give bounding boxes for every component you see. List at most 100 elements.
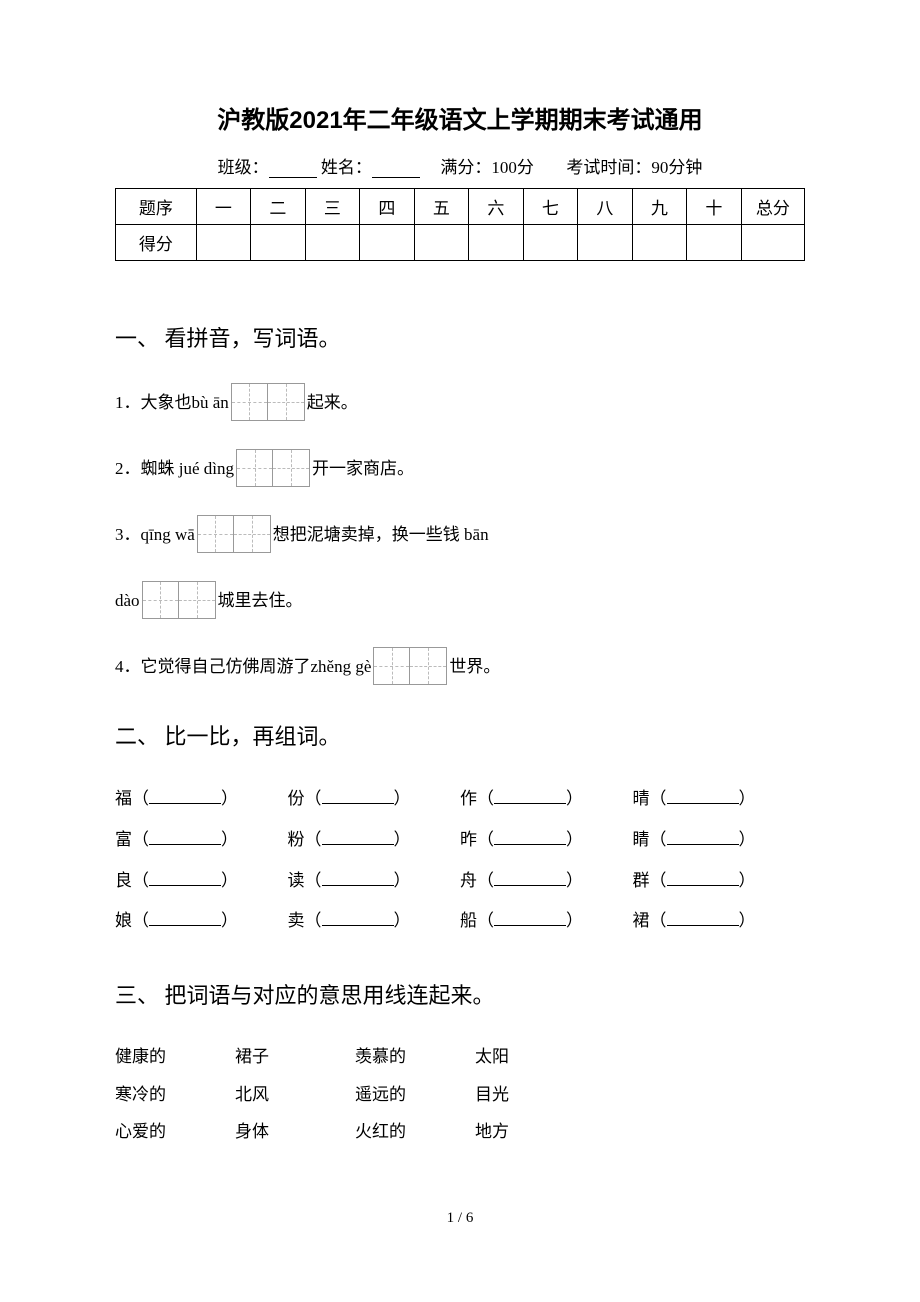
name-label: 姓名：	[321, 158, 372, 177]
answer-blank[interactable]	[322, 910, 394, 926]
char-boxes[interactable]	[236, 449, 310, 487]
match-row: 寒冷的 北风 遥远的 目光	[115, 1076, 805, 1113]
match-row: 健康的 裙子 羡慕的 太阳	[115, 1038, 805, 1075]
compare-cell: 群（）	[633, 861, 806, 902]
match-word: 寒冷的	[115, 1076, 235, 1113]
match-word: 羡慕的	[355, 1038, 475, 1075]
section-3-heading: 三、 把词语与对应的意思用线连起来。	[115, 978, 805, 1010]
answer-blank[interactable]	[322, 788, 394, 804]
score-cell[interactable]	[469, 225, 524, 261]
answer-blank[interactable]	[667, 829, 739, 845]
q4-post: 世界。	[449, 652, 500, 683]
char-boxes[interactable]	[197, 515, 271, 553]
answer-blank[interactable]	[322, 870, 394, 886]
compare-cell: 作（）	[460, 779, 633, 820]
col-1: 一	[196, 189, 251, 225]
question-3a: 3．qīng wā 想把泥塘卖掉，换一些钱 bān	[115, 513, 805, 551]
compare-cell: 裙（）	[633, 901, 806, 942]
compare-cell: 娘（）	[115, 901, 288, 942]
char-boxes[interactable]	[142, 581, 216, 619]
section-1: 一、 看拼音，写词语。 1．大象也bù ān 起来。 2．蜘蛛 jué dìng…	[115, 321, 805, 683]
answer-blank[interactable]	[149, 829, 221, 845]
match-word: 太阳	[475, 1038, 595, 1075]
name-blank[interactable]	[372, 160, 420, 178]
score-table-header-row: 题序 一 二 三 四 五 六 七 八 九 十 总分	[116, 189, 805, 225]
score-cell[interactable]	[305, 225, 360, 261]
score-cell[interactable]	[741, 225, 804, 261]
q1-post: 起来。	[307, 388, 358, 419]
score-cell[interactable]	[687, 225, 742, 261]
full-score-label: 满分：100分	[440, 158, 534, 177]
char-boxes[interactable]	[373, 647, 447, 685]
compare-row: 良（） 读（） 舟（） 群（）	[115, 861, 805, 902]
answer-blank[interactable]	[494, 788, 566, 804]
section-3: 三、 把词语与对应的意思用线连起来。 健康的 裙子 羡慕的 太阳 寒冷的 北风 …	[115, 978, 805, 1150]
compare-cell: 睛（）	[633, 820, 806, 861]
col-8: 八	[578, 189, 633, 225]
match-word: 遥远的	[355, 1076, 475, 1113]
score-cell[interactable]	[251, 225, 306, 261]
section-2: 二、 比一比，再组词。 福（） 份（） 作（） 晴（） 富（） 粉（） 昨（） …	[115, 719, 805, 942]
score-label-cell: 得分	[116, 225, 197, 261]
col-4: 四	[360, 189, 415, 225]
q3b-post: 城里去住。	[218, 586, 303, 617]
answer-blank[interactable]	[149, 910, 221, 926]
match-row: 心爱的 身体 火红的 地方	[115, 1113, 805, 1150]
compare-cell: 晴（）	[633, 779, 806, 820]
compare-cell: 卖（）	[288, 901, 461, 942]
answer-blank[interactable]	[149, 870, 221, 886]
answer-blank[interactable]	[149, 788, 221, 804]
compare-row: 福（） 份（） 作（） 晴（）	[115, 779, 805, 820]
compare-cell: 良（）	[115, 861, 288, 902]
match-word: 身体	[235, 1113, 355, 1150]
col-5: 五	[414, 189, 469, 225]
compare-row: 娘（） 卖（） 船（） 裙（）	[115, 901, 805, 942]
question-2: 2．蜘蛛 jué dìng 开一家商店。	[115, 447, 805, 485]
col-3: 三	[305, 189, 360, 225]
class-blank[interactable]	[269, 160, 317, 178]
score-cell[interactable]	[360, 225, 415, 261]
answer-blank[interactable]	[494, 910, 566, 926]
compare-cell: 份（）	[288, 779, 461, 820]
score-cell[interactable]	[414, 225, 469, 261]
class-label: 班级：	[218, 158, 269, 177]
header-label-cell: 题序	[116, 189, 197, 225]
col-2: 二	[251, 189, 306, 225]
match-word: 北风	[235, 1076, 355, 1113]
answer-blank[interactable]	[322, 829, 394, 845]
exam-info-line: 班级： 姓名： 满分：100分 考试时间：90分钟	[115, 153, 805, 178]
section-1-heading: 一、 看拼音，写词语。	[115, 321, 805, 353]
compare-cell: 昨（）	[460, 820, 633, 861]
compare-grid: 福（） 份（） 作（） 晴（） 富（） 粉（） 昨（） 睛（） 良（） 读（） …	[115, 779, 805, 942]
score-cell[interactable]	[523, 225, 578, 261]
score-cell[interactable]	[632, 225, 687, 261]
char-boxes[interactable]	[231, 383, 305, 421]
col-7: 七	[523, 189, 578, 225]
score-cell[interactable]	[196, 225, 251, 261]
score-table: 题序 一 二 三 四 五 六 七 八 九 十 总分 得分	[115, 188, 805, 261]
section-2-heading: 二、 比一比，再组词。	[115, 719, 805, 751]
col-9: 九	[632, 189, 687, 225]
page-number: 1 / 6	[115, 1210, 805, 1227]
q3b-pre: dào	[115, 586, 140, 617]
answer-blank[interactable]	[667, 870, 739, 886]
score-cell[interactable]	[578, 225, 633, 261]
q4-pre: 4．它觉得自己仿佛周游了zhěng gè	[115, 652, 371, 683]
total-label-cell: 总分	[741, 189, 804, 225]
compare-cell: 富（）	[115, 820, 288, 861]
q1-pre: 1．大象也bù ān	[115, 388, 229, 419]
page-title: 沪教版2021年二年级语文上学期期末考试通用	[115, 100, 805, 135]
compare-cell: 粉（）	[288, 820, 461, 861]
score-table-score-row: 得分	[116, 225, 805, 261]
answer-blank[interactable]	[667, 788, 739, 804]
match-word: 目光	[475, 1076, 595, 1113]
answer-blank[interactable]	[667, 910, 739, 926]
answer-blank[interactable]	[494, 870, 566, 886]
match-word: 裙子	[235, 1038, 355, 1075]
col-10: 十	[687, 189, 742, 225]
match-word: 健康的	[115, 1038, 235, 1075]
compare-cell: 读（）	[288, 861, 461, 902]
col-6: 六	[469, 189, 524, 225]
answer-blank[interactable]	[494, 829, 566, 845]
compare-cell: 舟（）	[460, 861, 633, 902]
